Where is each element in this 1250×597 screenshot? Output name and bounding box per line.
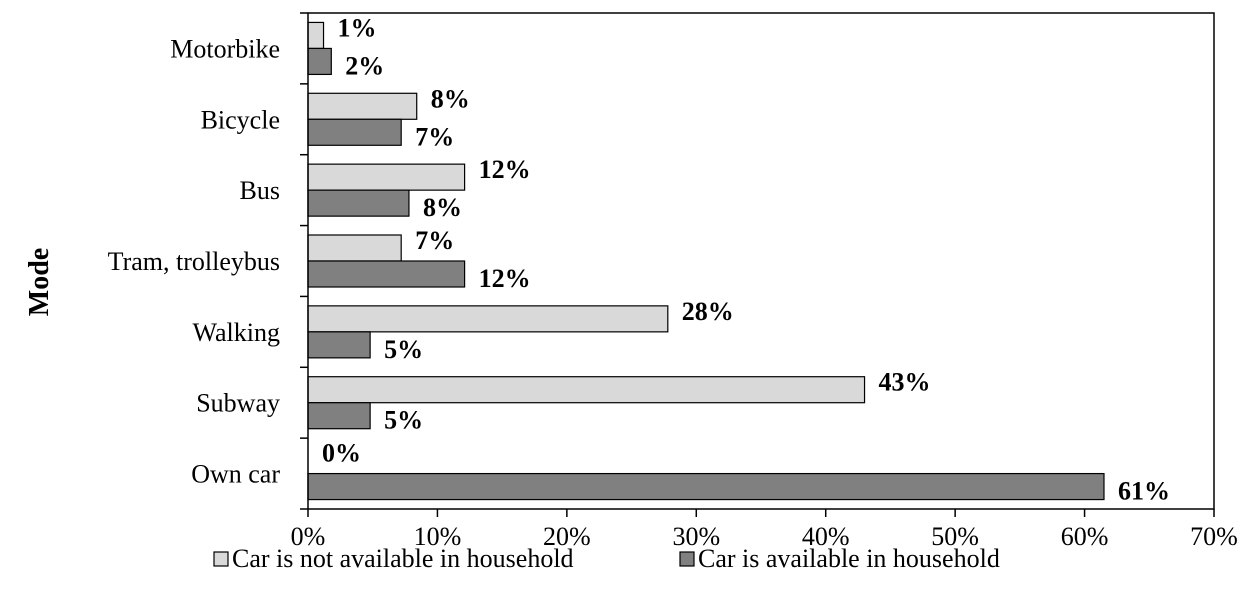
x-tick-label: 50% [931, 522, 979, 551]
bar-bicycle-car-available [307, 118, 402, 146]
bar-own-car-car-available [307, 472, 1105, 501]
bar-bicycle-car-not-available [307, 92, 418, 120]
bar-bus-car-not-available [307, 163, 466, 191]
data-label: 5% [384, 335, 423, 364]
bars [307, 21, 1105, 501]
data-labels: 1% 2% 8% 7% 12% 8% 7% 12% 28% 5% 43% 5% 0% 61% [322, 13, 1170, 505]
data-label: 1% [338, 13, 377, 42]
data-label: 2% [345, 51, 384, 80]
category-label-walking: Walking [193, 318, 280, 347]
bar-subway-car-not-available [307, 376, 866, 404]
legend-swatch [679, 551, 695, 567]
x-tick-label: 30% [672, 522, 720, 551]
plot-area-frame [307, 12, 1215, 510]
y-axis-title: Mode [24, 248, 55, 316]
category-label-own-car: Own car [191, 460, 280, 489]
data-label: 61% [1118, 477, 1170, 506]
x-tick-label: 20% [543, 522, 591, 551]
category-label-bus: Bus [240, 176, 280, 205]
bar-subway-car-available [307, 402, 371, 430]
x-axis-ticks: 0% 10% 20% 30% 40% 50% 60% 70% [291, 12, 1238, 551]
data-label: 28% [682, 297, 734, 326]
bar-tram-trolleybus-car-available [307, 260, 466, 288]
legend-swatch [213, 551, 229, 567]
bar-motorbike-car-not-available [307, 21, 325, 50]
legend-label: Car is available in household [698, 544, 1000, 573]
data-label: 5% [384, 406, 423, 435]
x-tick-label: 10% [414, 522, 462, 551]
x-tick-label: 0% [291, 522, 326, 551]
category-label-tram-trolleybus: Tram, trolleybus [108, 247, 280, 276]
data-label: 12% [479, 155, 531, 184]
category-label-bicycle: Bicycle [201, 105, 280, 134]
x-tick-label: 60% [1061, 522, 1109, 551]
bar-motorbike-car-available [307, 47, 332, 76]
data-label: 7% [415, 226, 454, 255]
legend-label: Car is not available in household [232, 544, 574, 573]
data-label: 8% [423, 193, 462, 222]
data-label: 7% [415, 122, 454, 151]
bar-walking-car-not-available [307, 305, 669, 333]
data-label: 8% [431, 84, 470, 113]
bar-bus-car-available [307, 189, 410, 217]
bar-tram-trolleybus-car-not-available [307, 234, 402, 262]
category-label-motorbike: Motorbike [170, 34, 280, 63]
category-labels: Motorbike Bicycle Bus Tram, trolleybus Walki… [108, 34, 281, 488]
data-label: 43% [879, 368, 931, 397]
category-label-subway: Subway [196, 389, 280, 418]
x-tick-label: 70% [1190, 522, 1238, 551]
legend: Car is not available in household Car is … [213, 544, 1000, 573]
bar-walking-car-available [307, 331, 371, 359]
data-label: 0% [322, 439, 361, 468]
x-tick-label: 40% [802, 522, 850, 551]
data-label: 12% [479, 264, 531, 293]
